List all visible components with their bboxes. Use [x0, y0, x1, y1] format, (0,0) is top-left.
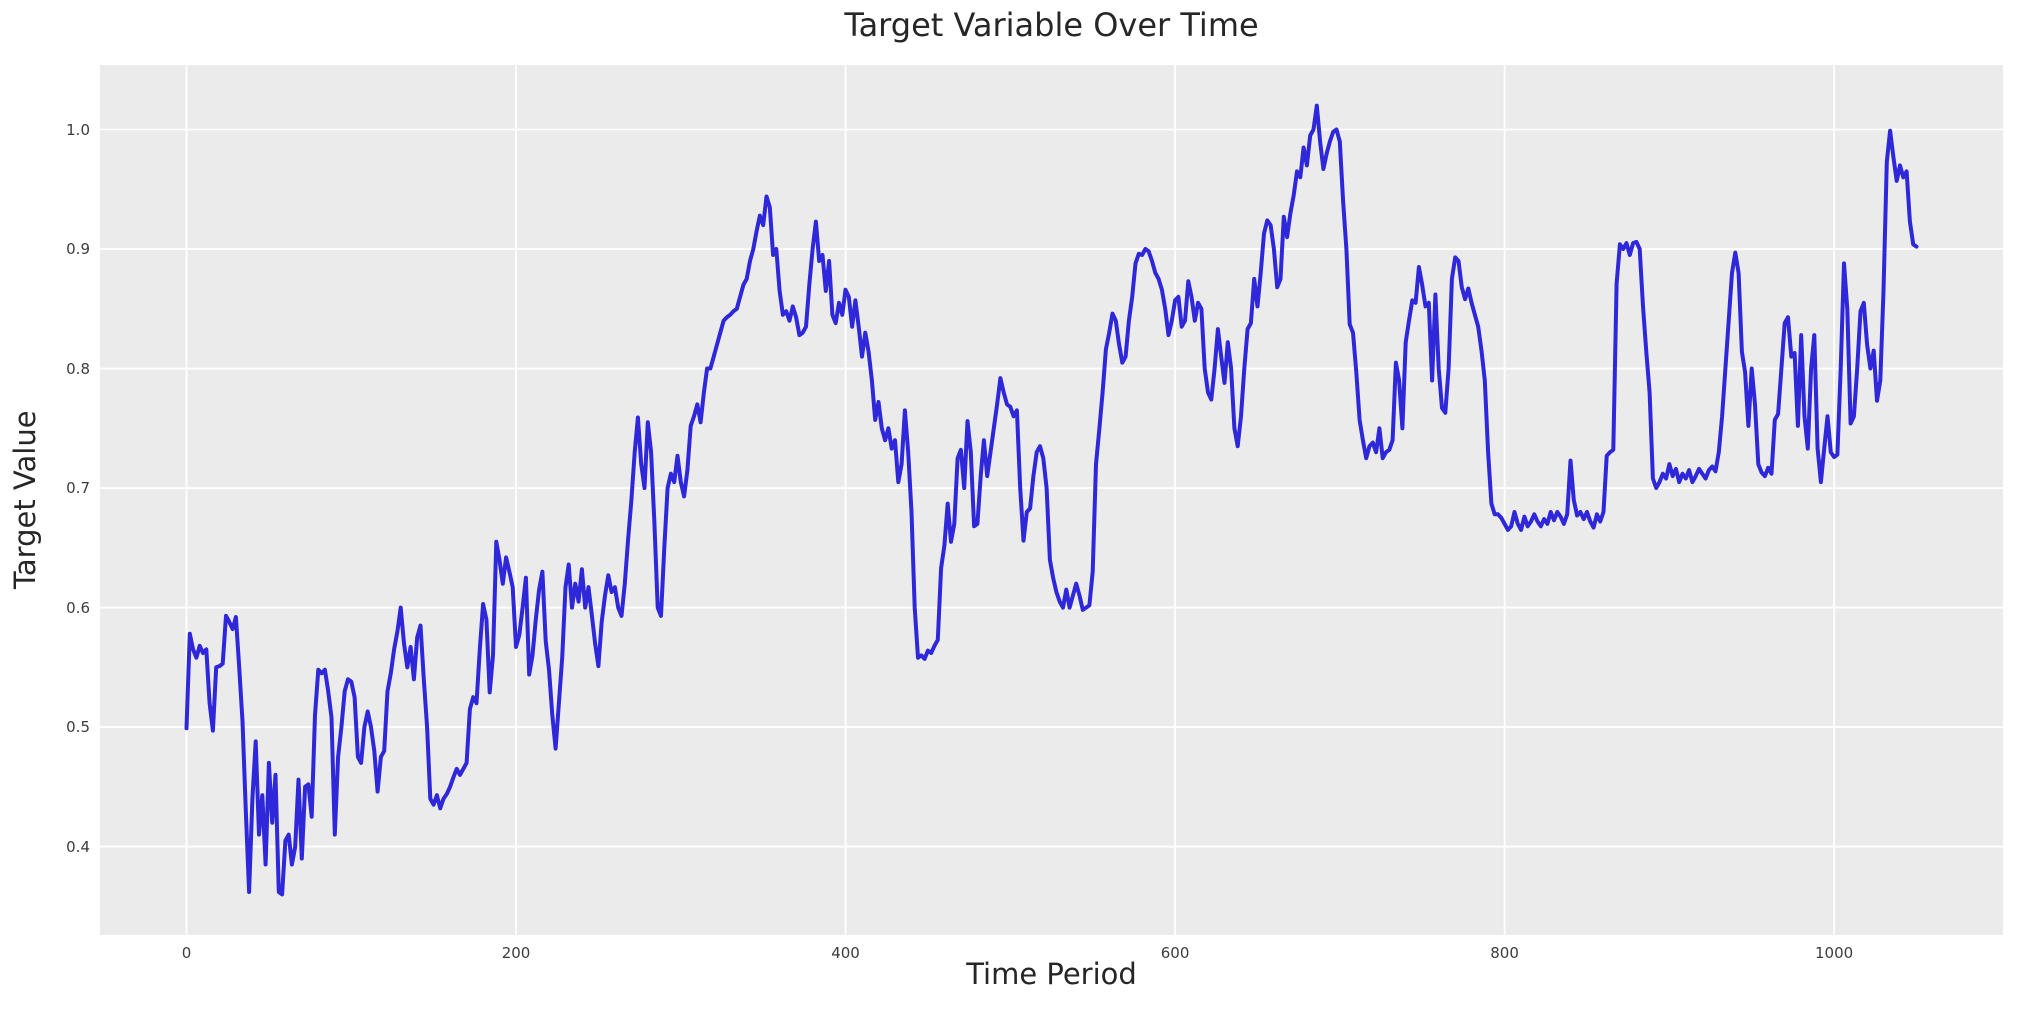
- x-axis-label: Time Period: [966, 957, 1137, 991]
- x-tick-label: 0: [181, 944, 192, 962]
- target-value-line: [184, 103, 1919, 897]
- chart-title: Target Variable Over Time: [844, 6, 1259, 44]
- x-tick-label: 600: [1160, 944, 1190, 962]
- plot-area: [100, 65, 2003, 935]
- x-tick-label: 200: [501, 944, 531, 962]
- y-tick-label: 0.4: [66, 837, 90, 856]
- line-chart-canvas: [100, 65, 2003, 935]
- y-tick-label: 0.5: [66, 718, 90, 737]
- y-tick-label: 0.8: [66, 359, 90, 378]
- y-tick-label: 0.6: [66, 598, 90, 617]
- y-axis-label: Target Value: [8, 410, 42, 590]
- x-tick-label: 800: [1490, 944, 1519, 962]
- y-tick-label: 0.7: [66, 479, 90, 498]
- y-tick-label: 0.9: [66, 240, 90, 259]
- x-tick-label: 1000: [1815, 944, 1854, 962]
- x-tick-label: 400: [831, 944, 860, 962]
- y-tick-label: 1.0: [66, 120, 90, 139]
